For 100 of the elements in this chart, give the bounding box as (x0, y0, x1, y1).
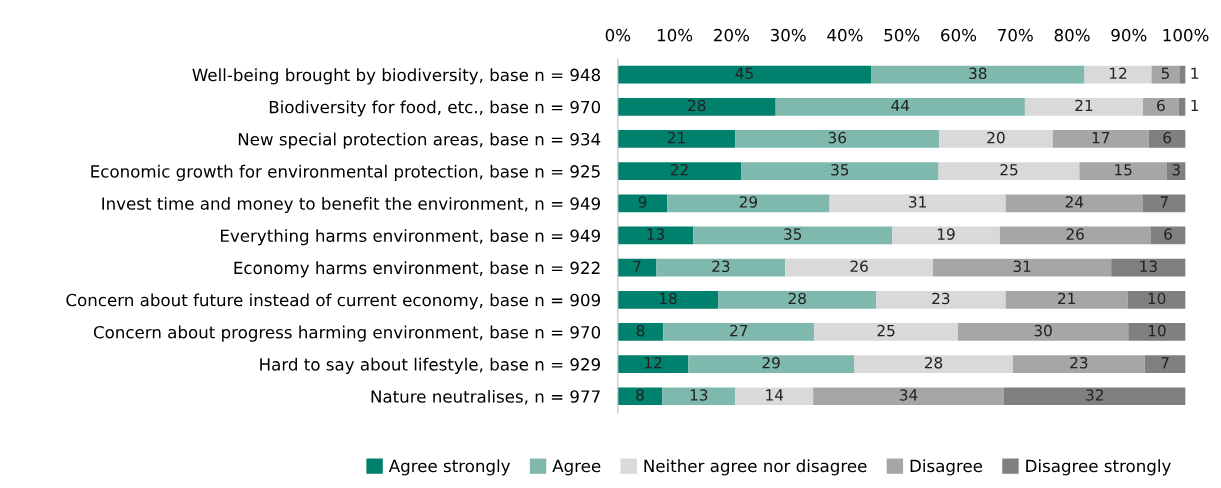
bar (939, 130, 1053, 148)
x-tick-label: 30% (770, 28, 806, 42)
bar (829, 194, 1006, 213)
data-label: 25 (1000, 164, 1018, 176)
data-label: 31 (909, 196, 926, 208)
bar (617, 226, 694, 245)
data-label: 14 (766, 389, 784, 401)
y-tick-label: Economic growth for environmental protection, base n = 925 (91, 164, 600, 181)
x-tick-label: 70% (998, 28, 1033, 42)
bar (688, 355, 855, 373)
bar (938, 162, 1080, 180)
bar (1024, 97, 1144, 116)
data-label: 44 (891, 99, 910, 112)
data-label: 21 (667, 131, 685, 144)
bar (663, 323, 815, 341)
data-label: 21 (1075, 99, 1093, 112)
bar (1003, 387, 1186, 406)
data-label: 30 (1034, 324, 1052, 337)
y-tick-label: Well-being brought by biodiversity, base n = 948 (192, 68, 601, 85)
bar (617, 194, 668, 213)
data-label: 29 (739, 196, 758, 208)
bar (1143, 194, 1186, 213)
bar (892, 226, 1000, 245)
bar (741, 162, 939, 180)
bar (876, 290, 1006, 309)
data-label: 8 (636, 389, 644, 401)
data-label: 27 (730, 324, 748, 337)
y-tick-label: New special protection areas, base n = 934 (238, 132, 601, 149)
data-label: 1 (1191, 67, 1199, 79)
bar (1005, 290, 1128, 309)
bar (735, 130, 940, 148)
y-tick-label: Hard to say about lifestyle, base n = 929 (260, 357, 600, 374)
bar (1079, 162, 1167, 180)
x-tick-label: 10% (657, 28, 693, 42)
data-label: 13 (690, 389, 708, 401)
bar (1084, 65, 1152, 84)
y-tick-label: Biodiversity for food, etc., base n = 970 (269, 100, 601, 117)
bar (667, 194, 830, 213)
bar (617, 65, 872, 84)
bar (1127, 290, 1186, 309)
data-label: 7 (1161, 357, 1169, 369)
data-label: 26 (850, 260, 868, 273)
data-label: 12 (1109, 67, 1127, 79)
bar (617, 290, 719, 309)
bar (617, 97, 776, 116)
data-label: 22 (670, 164, 688, 176)
bar (1012, 355, 1145, 373)
legend-label: Agree strongly (388, 459, 511, 476)
bar (617, 323, 664, 341)
y-tick-label: Everything harms environment, base n = 949 (221, 229, 600, 246)
legend-label: Disagree (910, 459, 983, 476)
data-label: 23 (932, 292, 950, 305)
bar (1111, 258, 1186, 277)
data-label: 26 (1066, 228, 1084, 240)
bar (617, 387, 663, 406)
bar (1128, 323, 1186, 341)
data-label: 3 (1172, 164, 1180, 176)
y-tick-label: Nature neutralises, n = 977 (371, 389, 600, 405)
bar (617, 355, 689, 373)
bar (814, 323, 958, 341)
y-tick-label: Invest time and money to benefit the environment, n = 949 (102, 196, 600, 214)
data-label: 10 (1148, 292, 1166, 305)
legend-label: Agree (552, 459, 601, 476)
x-tick-label: 50% (884, 28, 920, 42)
data-label: 8 (636, 324, 645, 337)
bar (656, 258, 786, 277)
data-label: 5 (1161, 67, 1169, 80)
bar (1148, 130, 1186, 148)
bar (999, 226, 1151, 245)
bar (813, 387, 1004, 406)
y-tick-label: Economy harms environment, base n = 922 (234, 261, 600, 278)
x-tick-label: 80% (1054, 28, 1090, 42)
data-label: 1 (1191, 99, 1199, 112)
bar (1005, 194, 1144, 213)
data-label: 32 (1086, 389, 1103, 401)
bar (693, 226, 893, 245)
data-label: 34 (899, 389, 918, 401)
data-label: 21 (1058, 292, 1075, 304)
bar (1179, 65, 1186, 84)
data-label: 10 (1148, 324, 1166, 337)
x-tick-label: 60% (941, 28, 977, 42)
y-tick-label: Concern about future instead of current economy, base n = 909 (66, 293, 600, 310)
data-label: 23 (712, 260, 730, 273)
data-label: 36 (828, 131, 847, 144)
data-label: 25 (877, 324, 895, 337)
data-label: 28 (924, 356, 943, 369)
bar (932, 258, 1112, 277)
y-tick-label: Concern about progress harming environment, base n = 970 (93, 325, 601, 342)
data-label: 6 (1164, 228, 1172, 240)
data-label: 28 (688, 99, 706, 112)
data-label: 19 (937, 228, 955, 240)
data-label: 13 (647, 228, 665, 240)
bar (871, 65, 1085, 84)
data-label: 6 (1163, 131, 1172, 144)
bar (854, 355, 1013, 373)
x-tick-label: 90% (1111, 28, 1147, 42)
bar (1144, 355, 1186, 373)
bar (662, 387, 736, 406)
x-tick-label: 40% (827, 28, 863, 42)
bar (617, 162, 742, 180)
